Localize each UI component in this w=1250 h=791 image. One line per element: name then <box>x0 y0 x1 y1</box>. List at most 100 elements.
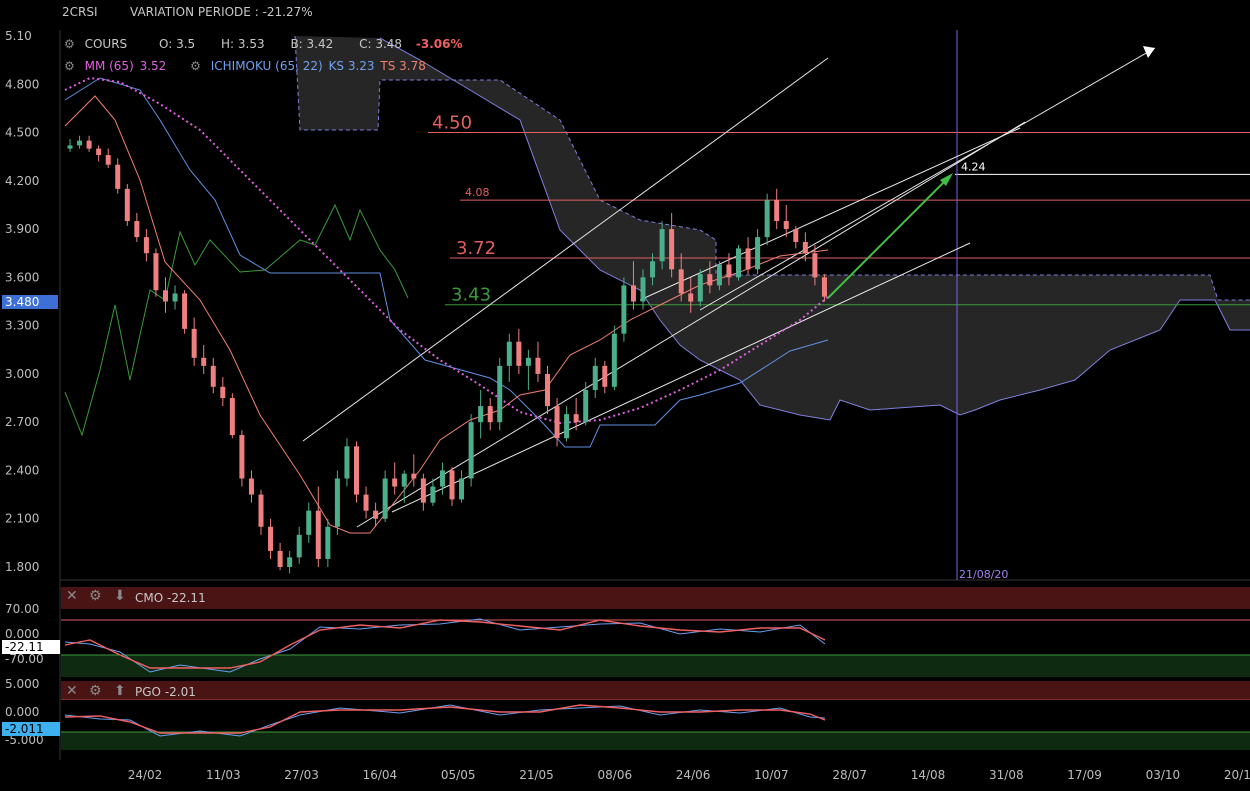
close-icon[interactable]: ✕ <box>66 588 78 604</box>
candle <box>755 229 761 275</box>
gear-icon[interactable]: ⚙ <box>89 683 102 699</box>
price-tick-label: 2.400 <box>5 463 39 477</box>
candle <box>669 213 675 278</box>
candle-body <box>191 328 197 358</box>
candle <box>659 221 665 270</box>
candle-body <box>630 285 636 302</box>
candle <box>334 470 340 535</box>
x-axis-label: 20/10 <box>1224 768 1250 782</box>
projection-arrow <box>827 177 949 299</box>
candle <box>802 232 808 262</box>
arrow-down-icon[interactable]: ⬇ <box>114 588 126 604</box>
cmo-oversold-zone <box>61 655 1250 677</box>
candle-body <box>583 390 589 423</box>
gear-icon[interactable]: ⚙ <box>64 59 75 73</box>
candle <box>96 145 102 162</box>
candle <box>220 377 226 407</box>
candle-body <box>401 473 407 487</box>
ichimoku-label: ICHIMOKU (65, 22) <box>210 59 323 73</box>
candle <box>182 290 188 334</box>
trend-line <box>356 121 1026 528</box>
arrow-up-icon[interactable]: ⬆ <box>114 683 126 699</box>
candle <box>258 489 264 535</box>
candle-body <box>554 406 560 439</box>
candle-body <box>783 221 789 230</box>
gear-icon[interactable]: ⚙ <box>64 37 75 51</box>
candle-body <box>650 261 656 278</box>
cours-label: COURS <box>84 37 128 51</box>
candle <box>774 188 780 230</box>
candle <box>602 361 608 394</box>
candle <box>812 245 818 286</box>
candle-body <box>392 478 398 487</box>
x-axis-label: 14/08 <box>911 768 946 782</box>
candle-body <box>325 526 331 559</box>
candle-body <box>163 290 168 302</box>
lagging-span <box>64 203 409 437</box>
projection-arrow-head <box>940 173 953 186</box>
cmo-header-bar <box>61 587 1250 609</box>
candle <box>640 269 646 310</box>
price-tick-label: 2.700 <box>5 415 39 429</box>
candle <box>277 542 283 571</box>
candle <box>296 526 302 564</box>
mm-label: MM (65) <box>84 59 134 73</box>
candle-body <box>659 229 665 262</box>
candle <box>382 470 388 522</box>
candle <box>67 138 73 152</box>
ks-value: KS 3.23 <box>328 59 375 73</box>
candle-body <box>172 293 178 302</box>
candle-body <box>248 478 254 495</box>
candle-body <box>745 248 751 270</box>
candle-body <box>506 341 512 366</box>
candle-body <box>573 414 579 423</box>
cmo-tag: -22.11 <box>2 640 60 654</box>
candle-body <box>497 365 503 423</box>
candle <box>401 470 407 503</box>
close-icon[interactable]: ✕ <box>66 683 78 699</box>
candle-body <box>726 264 732 278</box>
candle-body <box>564 414 570 439</box>
candle <box>373 502 379 527</box>
candle-body <box>640 277 646 302</box>
candle-body <box>143 237 149 254</box>
candle-body <box>363 494 369 511</box>
kijun-line <box>64 77 829 448</box>
trend-line <box>699 47 1156 311</box>
candle <box>592 357 598 399</box>
candle-body <box>525 357 531 366</box>
candle <box>248 470 254 503</box>
candle <box>478 390 484 439</box>
candle-body <box>430 486 436 503</box>
mm-value: 3.52 <box>139 59 167 73</box>
candle-body <box>478 406 484 423</box>
candle-body <box>134 221 140 238</box>
candle <box>354 441 359 503</box>
candle-body <box>315 510 321 559</box>
x-axis-label: 05/05 <box>441 768 476 782</box>
candle-body <box>688 293 694 302</box>
candle-body <box>516 341 522 366</box>
candle <box>525 349 531 390</box>
candle <box>105 148 111 168</box>
ichimoku-cloud <box>295 36 1250 420</box>
x-axis-label: 11/03 <box>206 768 241 782</box>
pgo-line <box>64 704 826 737</box>
candle-body <box>105 155 111 165</box>
candle <box>344 438 350 487</box>
candle <box>821 274 827 302</box>
candle-body <box>802 241 808 254</box>
candle-body <box>545 373 550 407</box>
moving-average-line <box>64 76 829 425</box>
candle-body <box>229 398 235 436</box>
price-tick-label: 1.800 <box>5 560 39 574</box>
candle <box>516 328 522 374</box>
candle <box>688 277 694 313</box>
candle <box>506 333 512 382</box>
gear-icon[interactable]: ⚙ <box>89 588 102 604</box>
gear-icon[interactable]: ⚙ <box>190 59 201 73</box>
candle-body <box>182 293 188 329</box>
pgo-tick-label: 5.000 <box>5 677 39 691</box>
candle <box>124 184 130 226</box>
candle <box>153 248 159 297</box>
